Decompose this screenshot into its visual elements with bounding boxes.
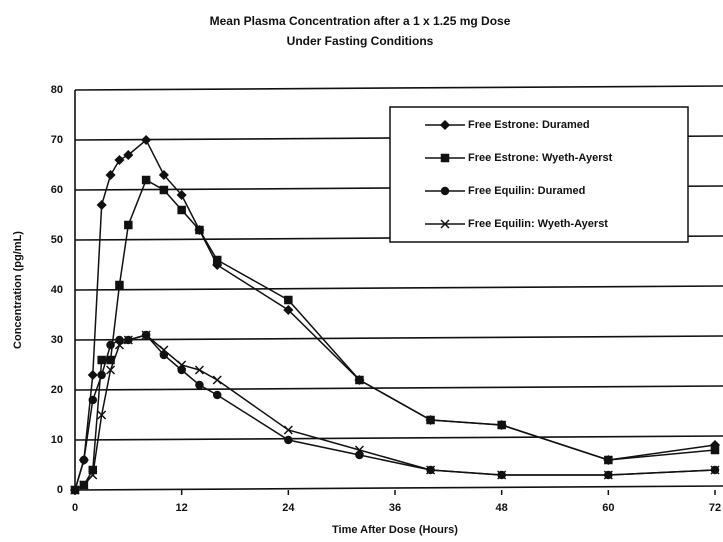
series-line bbox=[74, 334, 716, 491]
marker bbox=[497, 470, 507, 480]
marker bbox=[79, 455, 89, 465]
marker bbox=[115, 335, 124, 345]
chart-title: Mean Plasma Concentration after a 1 x 1.… bbox=[210, 14, 511, 28]
y-axis-label: Concentration (pg/mL) bbox=[12, 231, 24, 349]
marker bbox=[97, 370, 106, 380]
marker bbox=[284, 435, 293, 445]
legend-marker bbox=[440, 186, 450, 196]
marker bbox=[88, 470, 98, 480]
marker bbox=[177, 365, 186, 375]
marker bbox=[105, 169, 116, 181]
marker bbox=[426, 465, 436, 475]
marker bbox=[115, 280, 124, 290]
legend-marker bbox=[440, 153, 450, 163]
x-tick-label: 24 bbox=[282, 502, 295, 514]
y-tick-label: 70 bbox=[51, 134, 63, 146]
marker bbox=[158, 169, 169, 181]
marker bbox=[88, 395, 98, 405]
y-tick-label: 60 bbox=[51, 184, 63, 196]
marker bbox=[284, 295, 293, 305]
marker bbox=[159, 345, 169, 355]
marker bbox=[106, 340, 115, 350]
y-tick-label: 80 bbox=[51, 84, 63, 96]
marker bbox=[97, 355, 106, 365]
series-line bbox=[74, 334, 716, 491]
marker bbox=[177, 205, 186, 215]
grid-line bbox=[74, 485, 723, 491]
y-tick-label: 20 bbox=[51, 384, 63, 396]
marker bbox=[497, 420, 506, 430]
legend-label: Free Estrone: Wyeth-Ayerst bbox=[468, 152, 613, 164]
marker bbox=[355, 450, 364, 460]
marker bbox=[114, 340, 124, 350]
x-tick-label: 48 bbox=[496, 502, 508, 514]
legend-label: Free Equilin: Duramed bbox=[468, 185, 585, 197]
marker bbox=[114, 154, 125, 166]
marker bbox=[70, 485, 80, 495]
marker bbox=[355, 375, 364, 385]
marker bbox=[141, 175, 151, 185]
y-tick-label: 50 bbox=[51, 234, 63, 246]
marker bbox=[106, 365, 116, 375]
legend-marker bbox=[439, 119, 451, 131]
marker bbox=[159, 350, 169, 360]
grid-line bbox=[74, 85, 723, 91]
x-axis-label: Time After Dose (Hours) bbox=[332, 524, 458, 536]
legend-marker bbox=[440, 219, 450, 229]
marker bbox=[604, 455, 613, 465]
marker bbox=[79, 480, 89, 490]
marker bbox=[283, 425, 293, 435]
x-tick-label: 12 bbox=[176, 502, 188, 514]
marker bbox=[124, 220, 133, 230]
marker bbox=[96, 199, 107, 211]
marker bbox=[603, 470, 613, 480]
marker bbox=[195, 380, 204, 390]
grid-line bbox=[74, 285, 723, 291]
marker bbox=[123, 149, 134, 161]
marker bbox=[87, 369, 98, 381]
marker bbox=[710, 465, 720, 475]
marker bbox=[141, 134, 152, 146]
marker bbox=[354, 445, 364, 455]
grid-line bbox=[74, 435, 723, 441]
marker bbox=[97, 410, 107, 420]
x-tick-label: 60 bbox=[602, 502, 614, 514]
y-tick-label: 10 bbox=[51, 434, 63, 446]
marker bbox=[141, 330, 151, 340]
grid-line bbox=[74, 335, 723, 341]
marker bbox=[426, 415, 435, 425]
marker bbox=[283, 304, 294, 316]
grid-line bbox=[74, 385, 723, 391]
chart-subtitle: Under Fasting Conditions bbox=[287, 34, 434, 48]
x-tick-label: 0 bbox=[72, 502, 78, 514]
marker bbox=[212, 375, 222, 385]
y-tick-label: 0 bbox=[57, 484, 63, 496]
marker bbox=[194, 365, 204, 375]
x-tick-label: 72 bbox=[709, 502, 721, 514]
marker bbox=[195, 225, 204, 235]
legend-box bbox=[389, 106, 689, 243]
marker bbox=[123, 335, 133, 345]
marker bbox=[710, 445, 720, 455]
marker bbox=[176, 189, 187, 201]
marker bbox=[212, 390, 222, 400]
y-tick-label: 30 bbox=[51, 334, 63, 346]
legend-label: Free Estrone: Duramed bbox=[468, 119, 590, 131]
y-tick-label: 40 bbox=[51, 284, 63, 296]
legend-label: Free Equilin: Wyeth-Ayerst bbox=[468, 218, 608, 230]
x-tick-label: 36 bbox=[389, 502, 401, 514]
marker bbox=[212, 255, 222, 265]
marker bbox=[159, 185, 169, 195]
marker bbox=[177, 360, 187, 370]
